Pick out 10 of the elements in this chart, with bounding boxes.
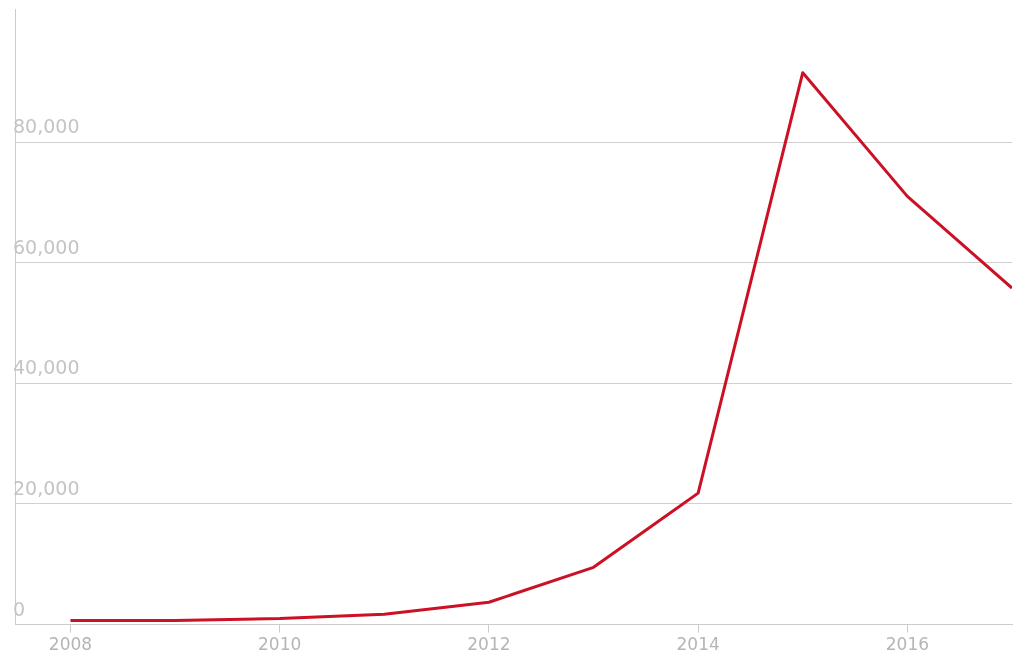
x-tick-label: 2016 [885, 634, 930, 655]
x-tick-label: 2012 [467, 634, 511, 655]
x-tick-label: 2008 [48, 634, 93, 655]
y-tick-label: 20,000 [13, 476, 80, 499]
y-tick-label: 60,000 [13, 235, 80, 258]
y-tick-label: 80,000 [13, 115, 80, 138]
x-tick-label: 2010 [258, 634, 302, 655]
x-tick-label: 2014 [676, 634, 720, 655]
y-tick-label: 40,000 [13, 356, 80, 379]
y-tick-label: 0 [13, 597, 26, 620]
